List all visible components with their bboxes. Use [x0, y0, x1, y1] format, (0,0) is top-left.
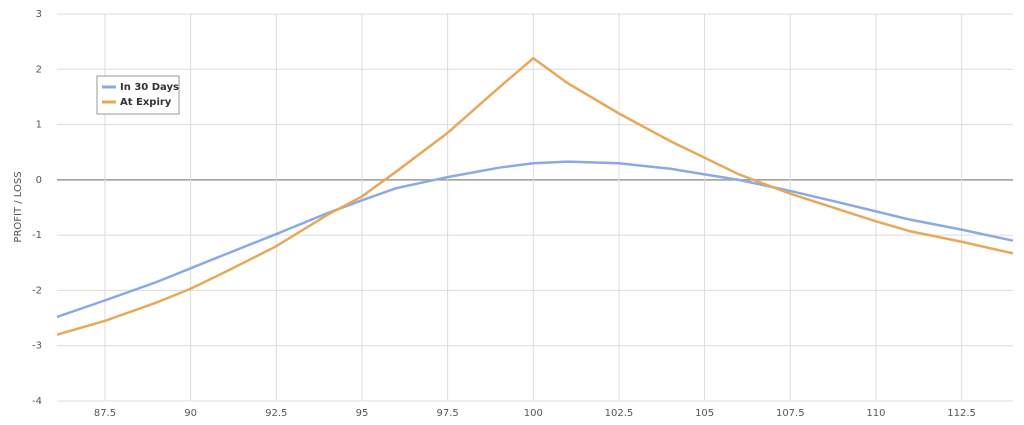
- x-tick-label: 107.5: [776, 408, 805, 419]
- x-tick-label: 110: [866, 408, 885, 419]
- x-tick-label: 102.5: [605, 408, 634, 419]
- y-tick-label: -3: [32, 341, 42, 352]
- legend: In 30 Days At Expiry: [96, 75, 180, 115]
- series-line: [56, 160, 1014, 319]
- x-tick-label: 87.5: [94, 408, 116, 419]
- x-tick-label: 105: [695, 408, 714, 419]
- legend-label: In 30 Days: [120, 82, 179, 93]
- y-tick-label: 3: [36, 9, 42, 20]
- y-tick-label: 0: [36, 175, 42, 186]
- y-tick-label: -4: [32, 396, 42, 407]
- y-tick-label: -2: [32, 285, 42, 296]
- x-tick-label: 92.5: [265, 408, 287, 419]
- y-tick-label: 2: [36, 64, 42, 75]
- x-tick-label: 112.5: [947, 408, 976, 419]
- legend-label: At Expiry: [120, 97, 172, 108]
- x-tick-label: 100: [524, 408, 543, 419]
- x-tick-label: 97.5: [436, 408, 458, 419]
- legend-box: [96, 75, 180, 115]
- y-axis-label: PROFIT / LOSS: [13, 171, 24, 242]
- x-tick-label: 95: [356, 408, 369, 419]
- y-tick-label: 1: [36, 120, 42, 131]
- series-line: [56, 56, 1014, 336]
- x-tick-label: 90: [184, 408, 197, 419]
- y-tick-label: -1: [32, 230, 42, 241]
